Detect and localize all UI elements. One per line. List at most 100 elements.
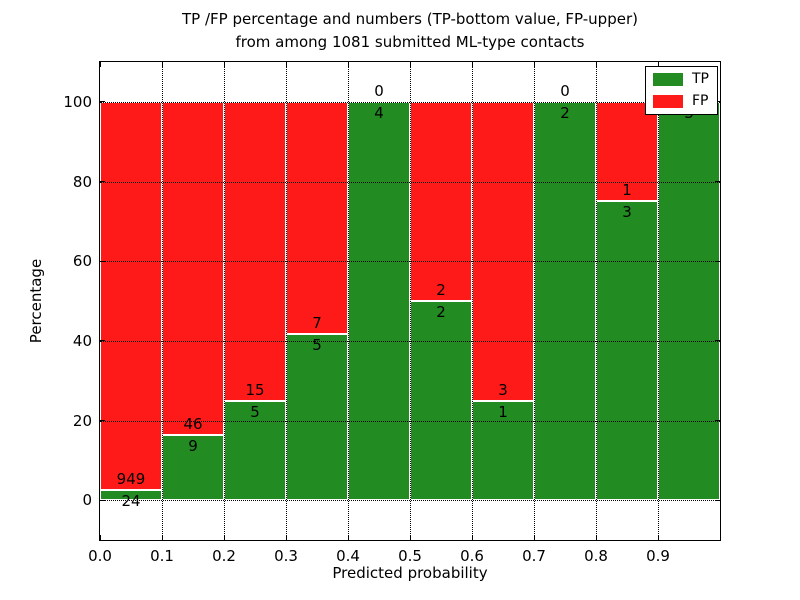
x-tick-mark — [595, 62, 597, 67]
x-tick-label: 0.7 — [522, 547, 546, 565]
x-tick-mark — [595, 535, 597, 540]
y-tick-mark — [715, 260, 720, 262]
x-tick-label: 0.5 — [398, 547, 422, 565]
bars-layer — [100, 62, 720, 540]
tp-bar-segment — [100, 490, 162, 501]
y-tick-label: 80 — [72, 172, 92, 191]
tp-count-label: 24 — [121, 492, 141, 511]
y-tick-mark — [715, 340, 720, 342]
y-tick-mark — [100, 420, 105, 421]
x-gridline — [224, 62, 225, 540]
fp-count-label: 0 — [560, 81, 570, 100]
legend-label-tp: TP — [692, 71, 709, 87]
x-tick-mark — [471, 62, 473, 67]
x-tick-mark — [533, 62, 535, 67]
x-gridline — [410, 62, 411, 540]
legend-entry-fp: FP — [653, 94, 709, 109]
x-tick-mark — [657, 62, 659, 67]
x-tick-mark — [223, 535, 225, 540]
y-tick-label: 0 — [82, 491, 92, 510]
x-gridline — [162, 62, 163, 540]
tp-count-label: 2 — [436, 303, 446, 321]
grid-layer — [100, 62, 720, 540]
x-tick-mark — [285, 535, 287, 540]
fp-count-label: 1 — [622, 181, 632, 200]
chart-title-line2: from among 1081 submitted ML-type contac… — [235, 33, 585, 51]
y-tick-label: 20 — [72, 411, 92, 430]
tp-bar-segment — [596, 201, 658, 501]
fp-bar-segment — [410, 101, 472, 301]
y-tick-mark — [715, 499, 720, 501]
x-gridline — [348, 62, 349, 540]
tp-bar-segment — [472, 400, 534, 501]
x-gridline — [596, 62, 597, 540]
y-tick-label: 60 — [72, 252, 92, 271]
fp-bar-segment — [224, 101, 286, 401]
y-tick-mark — [715, 181, 720, 182]
y-tick-mark — [100, 181, 105, 182]
tp-bar-segment — [286, 334, 348, 501]
x-tick-mark — [161, 62, 163, 67]
fp-bar-segment — [100, 101, 162, 491]
fp-bar-segment — [286, 101, 348, 335]
x-tick-mark — [99, 62, 101, 67]
y-tick-mark — [100, 499, 105, 501]
legend-swatch-tp-icon — [653, 73, 683, 86]
x-tick-label: 0.6 — [460, 547, 484, 565]
x-tick-mark — [471, 535, 473, 540]
fp-count-label: 949 — [116, 470, 146, 489]
tp-bar-segment — [224, 400, 286, 501]
x-tick-label: 0.4 — [336, 547, 360, 565]
x-tick-mark — [533, 535, 535, 540]
tp-count-label: 3 — [622, 203, 632, 222]
tp-bar-segment — [534, 101, 596, 501]
x-tick-label: 0.9 — [646, 547, 670, 565]
y-tick-label: 40 — [72, 331, 92, 350]
x-tick-label: 0.1 — [150, 547, 174, 565]
plot-area: 9492446915575042231021303 TP FP — [99, 61, 721, 541]
fp-count-label: 0 — [374, 81, 384, 100]
x-gridline — [286, 62, 287, 540]
tp-bar-segment — [348, 101, 410, 501]
x-tick-mark — [409, 535, 411, 540]
x-gridline — [534, 62, 535, 540]
x-gridline — [472, 62, 473, 540]
fp-count-label: 3 — [498, 380, 508, 399]
tp-count-label: 1 — [498, 402, 508, 421]
fp-count-label: 2 — [436, 281, 446, 299]
x-tick-mark — [99, 535, 101, 540]
tp-count-label: 9 — [188, 436, 198, 455]
fp-bar-segment — [162, 101, 224, 435]
chart-title: TP /FP percentage and numbers (TP-bottom… — [100, 8, 720, 54]
y-axis-label: Percentage — [27, 258, 45, 344]
x-tick-mark — [223, 62, 225, 67]
tp-bar-segment — [658, 101, 720, 501]
fp-count-label: 7 — [312, 314, 322, 333]
legend: TP FP — [645, 66, 718, 115]
x-tick-mark — [347, 535, 349, 540]
chart-title-line1: TP /FP percentage and numbers (TP-bottom… — [182, 10, 638, 28]
tp-count-label: 2 — [560, 103, 570, 122]
x-tick-mark — [347, 62, 349, 67]
x-tick-mark — [657, 535, 659, 540]
x-tick-label: 0.2 — [212, 547, 236, 565]
x-tick-label: 0.8 — [584, 547, 608, 565]
x-tick-label: 0.3 — [274, 547, 298, 565]
fp-bar-segment — [472, 101, 534, 401]
legend-entry-tp: TP — [653, 72, 709, 87]
y-tick-label: 100 — [63, 92, 92, 111]
tp-count-label: 4 — [374, 103, 384, 122]
tp-bar-segment — [410, 301, 472, 501]
x-axis-label: Predicted probability — [332, 564, 488, 582]
y-tick-mark — [100, 260, 105, 262]
x-gridline — [658, 62, 659, 540]
y-tick-mark — [100, 101, 105, 103]
tp-count-label: 5 — [250, 402, 260, 421]
fp-count-label: 46 — [183, 415, 203, 433]
x-tick-mark — [161, 535, 163, 540]
fp-count-label: 15 — [245, 380, 265, 399]
legend-label-fp: FP — [692, 93, 709, 109]
tp-count-label: 5 — [312, 336, 322, 355]
y-tick-mark — [100, 340, 105, 342]
